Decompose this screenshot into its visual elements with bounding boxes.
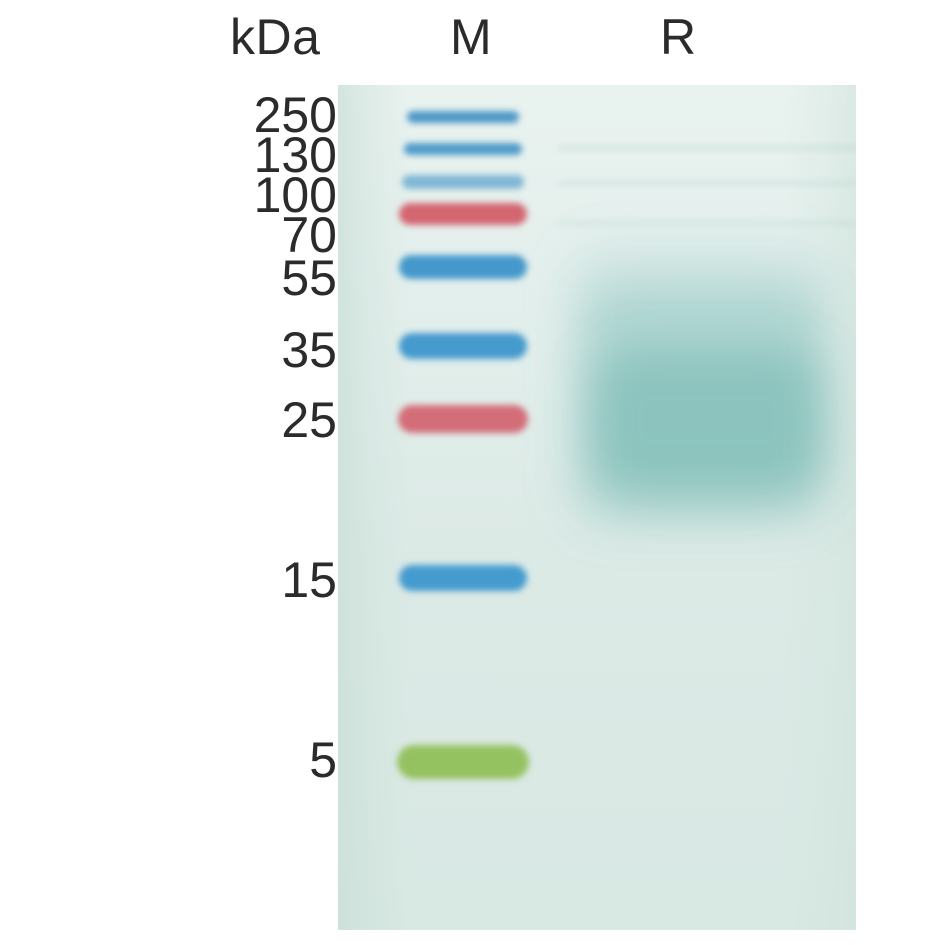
sample-lane-label: R — [660, 8, 697, 66]
mw-label-5: 5 — [137, 735, 337, 785]
mw-label-55: 55 — [137, 253, 337, 303]
mw-label-15: 15 — [137, 555, 337, 605]
gel-figure: kDa M R 25013010070553525155 — [0, 0, 945, 945]
mw-label-25: 25 — [137, 395, 337, 445]
marker-lane-label: M — [450, 8, 492, 66]
gel-image — [338, 85, 856, 930]
mw-label-35: 35 — [137, 325, 337, 375]
unit-label: kDa — [230, 8, 320, 66]
